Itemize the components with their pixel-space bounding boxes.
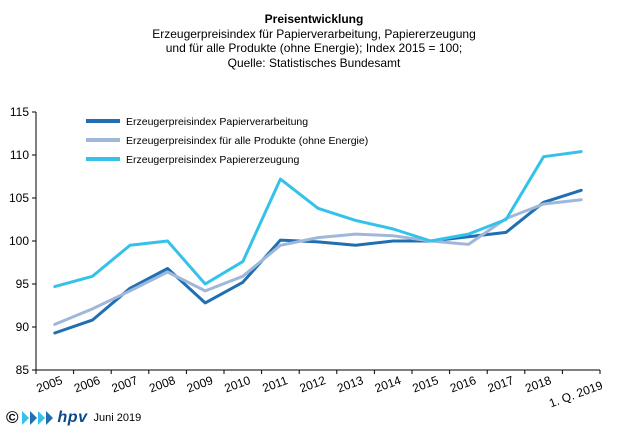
x-tick-label-12: 2017 [486,373,516,395]
chart-title: Preisentwicklung [264,12,364,26]
y-tick-label-105: 105 [9,191,29,205]
series-line-1 [53,198,583,326]
x-tick-label-2: 2007 [110,373,140,395]
x-tick-label-14: 1. Q. 2019 [547,378,605,410]
legend-label-2: Erzeugerpreisindex Papiererzeugung [126,154,300,166]
footer-date: Juni 2019 [93,412,142,424]
y-tick-label-110: 110 [10,148,29,162]
legend-label-0: Erzeugerpreisindex Papierverarbeitung [126,116,308,128]
series-line-0 [53,188,583,335]
x-tick-label-13: 2018 [523,373,553,395]
footer: © hpv Juni 2019 [6,407,141,429]
y-tick-label-115: 115 [10,105,29,119]
x-tick-label-10: 2015 [410,373,440,395]
legend-label-1: Erzeugerpreisindex für alle Produkte (oh… [126,135,368,147]
x-tick-label-8: 2013 [335,373,365,395]
chart-subtitle-line-2: und für alle Produkte (ohne Energie); In… [165,41,463,55]
series-line-2 [53,150,583,289]
x-tick-label-5: 2010 [222,373,252,395]
hpv-logo-icon [21,411,53,425]
y-tick-label-90: 90 [16,320,30,334]
x-tick-label-6: 2011 [261,373,290,395]
x-tick-label-7: 2012 [298,373,328,395]
y-tick-label-85: 85 [16,363,30,377]
x-tick-label-9: 2014 [373,373,403,395]
y-tick-label-95: 95 [16,277,30,291]
chart-subtitle-line-3: Quelle: Statistisches Bundesamt [227,55,401,70]
x-tick-label-11: 2016 [448,373,478,395]
hpv-logo-text: hpv [57,409,88,426]
chart-title-block: Preisentwicklung Erzeugerpreisindex für … [0,12,628,70]
x-tick-label-1: 2006 [72,373,102,395]
copyright-symbol: © [6,408,19,427]
chart-subtitle-line-1: Erzeugerpreisindex für Papierverarbeitun… [152,26,476,41]
y-tick-label-100: 100 [9,234,29,248]
x-tick-label-4: 2009 [185,373,215,395]
x-tick-label-3: 2008 [147,373,177,395]
x-tick-label-0: 2005 [34,373,64,395]
